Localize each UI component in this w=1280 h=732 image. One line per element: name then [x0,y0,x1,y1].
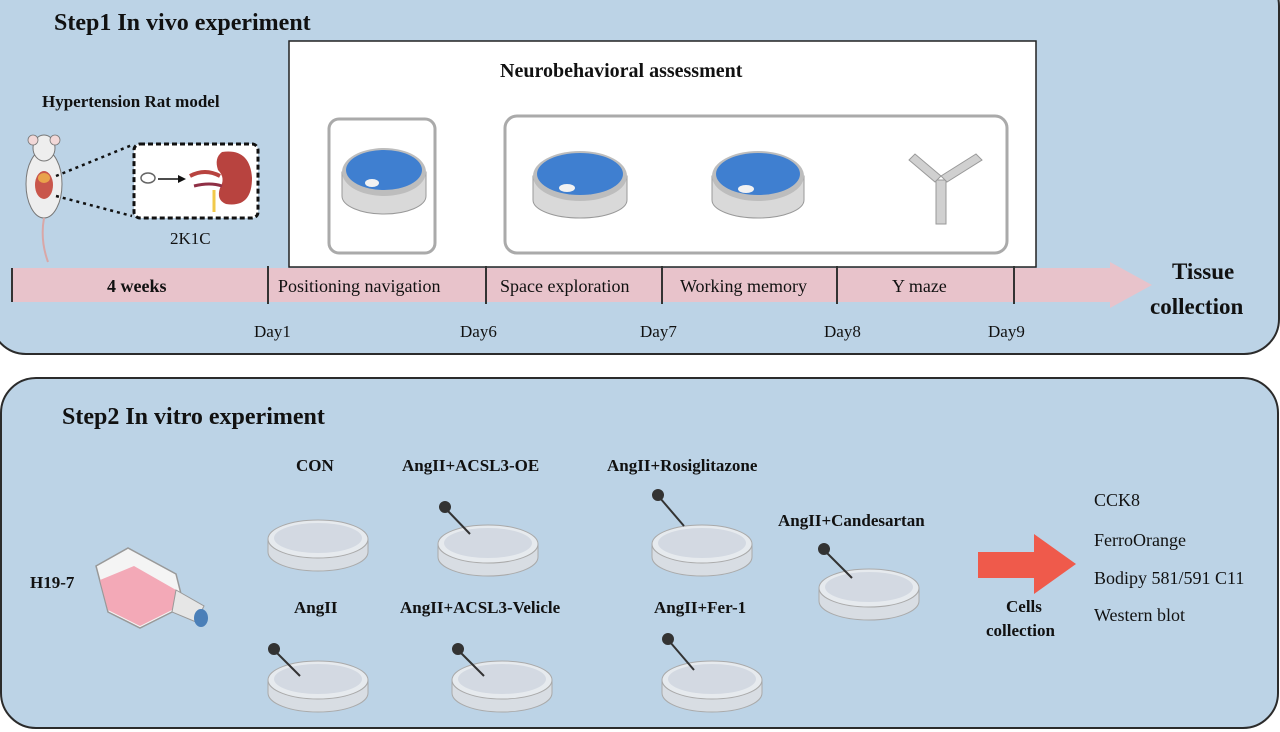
day-label: Day1 [254,322,291,341]
kidney-icon [216,151,252,205]
step2-panel [0,377,1279,729]
petri-dish-icon [267,660,369,713]
petri-dish-icon [437,524,539,577]
dropper-icon [439,501,471,535]
group-label-acsl3-vehicle: AngII+ACSL3-Velicle [400,598,561,617]
day-label: Day8 [824,322,861,341]
assessment-box [288,40,1037,268]
day-label: Day6 [460,322,497,341]
petri-dish-icon [818,568,920,621]
petri-dish-icon [651,524,753,577]
assessment-title: Neurobehavioral assessment [500,60,743,82]
water-maze-icon [532,151,628,219]
flask-icon [95,547,208,629]
tissue-collection-line2: collection [1150,294,1244,319]
timeline-arrowhead [1110,262,1152,308]
stage-label: Y maze [892,276,947,296]
dropper-icon [452,643,485,677]
stage-label: Working memory [680,276,808,296]
stage-label: 4 weeks [107,276,167,296]
exploration-frame [503,114,1009,255]
surgery-label: 2K1C [170,229,211,248]
step2-title: Step2 In vitro experiment [62,404,325,430]
assay-item: Western blot [1094,605,1186,625]
zoom-line-bottom [55,194,133,218]
group-label-fer1: AngII+Fer-1 [654,598,747,617]
water-maze-icon [341,148,427,215]
petri-dish-icon [267,519,369,572]
group-label-candesartan: AngII+Candesartan [778,511,925,530]
petri-dish-icon [661,660,763,713]
dropper-icon [662,633,695,671]
tissue-collection-line1: Tissue [1172,259,1235,284]
day-label: Day7 [640,322,677,341]
step1-title: Step1 In vivo experiment [54,10,311,36]
assay-item: Bodipy 581/591 C11 [1094,568,1245,588]
cells-collection-line2: collection [986,621,1055,640]
stage-label: Space exploration [500,276,630,296]
clip-icon [140,172,156,184]
petri-dish-icon [451,660,553,713]
group-label-con: CON [296,456,334,475]
y-maze-icon [908,153,983,225]
day-label: Day9 [988,322,1025,341]
navigation-frame [327,117,437,255]
group-label-acsl3-oe: AngII+ACSL3-OE [402,456,540,475]
rat-icon [25,134,63,263]
dropper-icon [818,543,853,579]
assay-item: FerroOrange [1094,530,1186,550]
dropper-icon [268,643,301,677]
assay-item: CCK8 [1094,490,1141,510]
group-label-angii: AngII [294,598,338,617]
cell-line-label: H19-7 [30,573,75,592]
dropper-icon [652,489,685,527]
collection-arrow [978,534,1076,594]
cells-collection-line1: Cells [1006,597,1042,616]
group-label-rosiglitazone: AngII+Rosiglitazone [607,456,758,475]
water-maze-icon [711,151,805,219]
stage-label: Positioning navigation [278,276,441,296]
model-label: Hypertension Rat model [42,92,220,111]
timeline-bar [12,268,1120,302]
